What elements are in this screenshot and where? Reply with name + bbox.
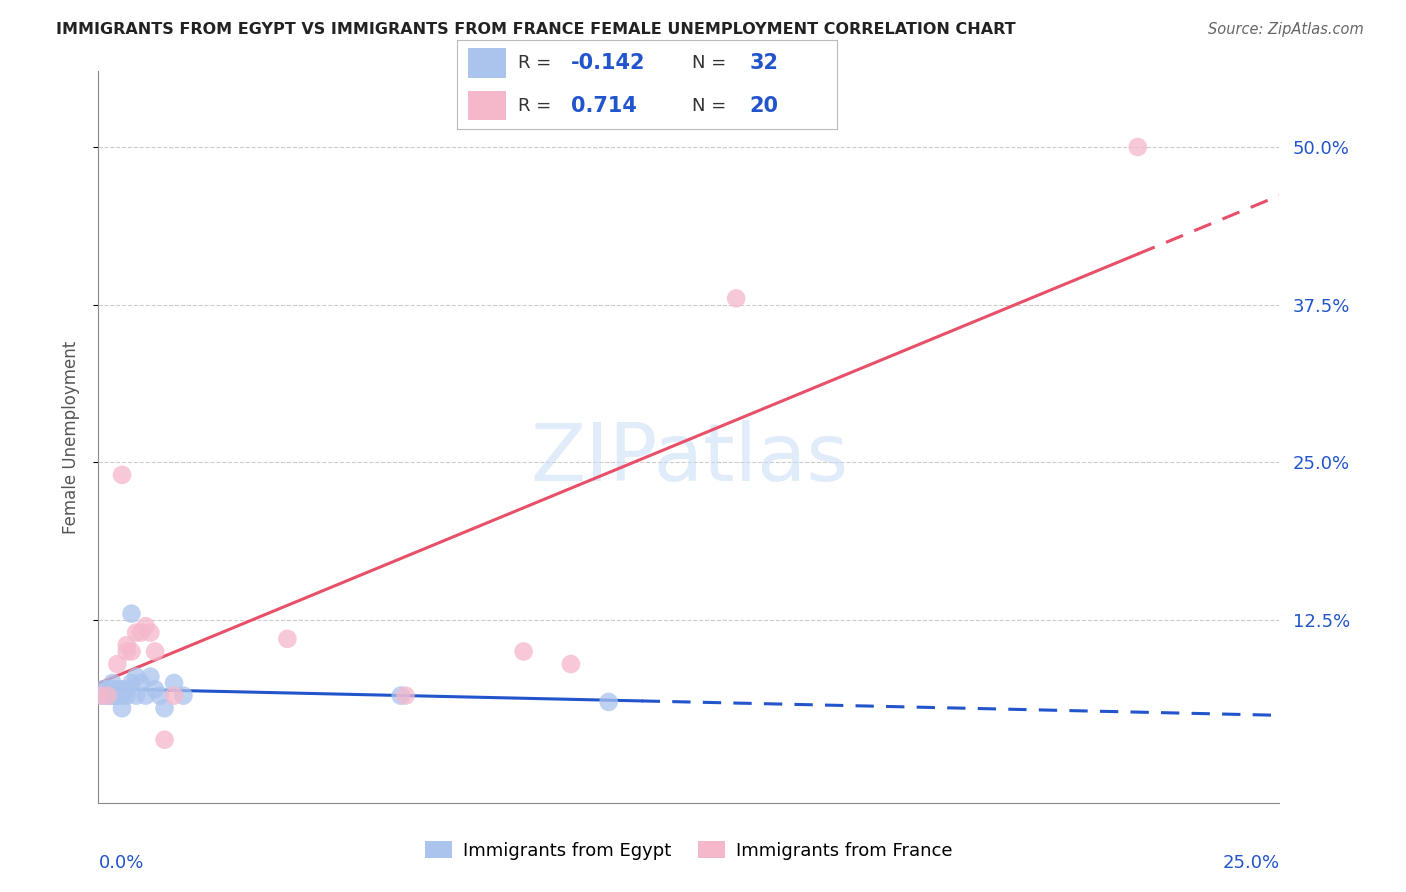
FancyBboxPatch shape	[468, 48, 506, 78]
Point	[115, 638, 138, 652]
Point	[97, 682, 120, 697]
Point	[108, 689, 131, 703]
Point	[101, 682, 124, 697]
Point	[135, 689, 157, 703]
Point	[121, 676, 143, 690]
Text: R =: R =	[517, 96, 562, 115]
Point	[276, 632, 298, 646]
Point	[394, 689, 416, 703]
Point	[598, 695, 620, 709]
Text: ZIPatlas: ZIPatlas	[530, 420, 848, 498]
Point	[149, 689, 172, 703]
Point	[153, 732, 176, 747]
Point	[97, 689, 120, 703]
Point	[90, 689, 112, 703]
Point	[560, 657, 582, 671]
Point	[97, 689, 120, 703]
FancyBboxPatch shape	[468, 91, 506, 120]
Text: R =: R =	[517, 54, 557, 72]
Point	[101, 689, 124, 703]
Text: 25.0%: 25.0%	[1222, 854, 1279, 872]
Point	[101, 676, 124, 690]
Point	[125, 689, 148, 703]
Point	[91, 682, 114, 697]
Point	[139, 625, 162, 640]
Point	[121, 607, 143, 621]
Point	[129, 625, 152, 640]
Point	[143, 644, 166, 658]
Point	[389, 689, 412, 703]
Text: 20: 20	[749, 95, 779, 116]
Point	[139, 670, 162, 684]
Point	[125, 670, 148, 684]
Point	[1126, 140, 1149, 154]
Point	[512, 644, 534, 658]
Point	[105, 689, 128, 703]
Point	[115, 689, 138, 703]
Point	[121, 644, 143, 658]
Point	[115, 682, 138, 697]
Legend: Immigrants from Egypt, Immigrants from France: Immigrants from Egypt, Immigrants from F…	[418, 834, 960, 867]
Point	[111, 701, 134, 715]
Text: N =: N =	[692, 54, 733, 72]
Point	[115, 644, 138, 658]
Point	[143, 682, 166, 697]
Point	[105, 682, 128, 697]
Point	[163, 689, 186, 703]
Point	[125, 625, 148, 640]
Point	[725, 291, 748, 305]
Point	[94, 689, 117, 703]
Text: N =: N =	[692, 96, 733, 115]
Point	[153, 701, 176, 715]
Point	[90, 689, 112, 703]
Text: 0.714: 0.714	[571, 95, 637, 116]
Point	[111, 689, 134, 703]
Point	[129, 676, 152, 690]
Text: 0.0%: 0.0%	[98, 854, 143, 872]
Point	[172, 689, 194, 703]
Text: -0.142: -0.142	[571, 53, 645, 73]
Point	[163, 676, 186, 690]
Text: 32: 32	[749, 53, 779, 73]
Text: IMMIGRANTS FROM EGYPT VS IMMIGRANTS FROM FRANCE FEMALE UNEMPLOYMENT CORRELATION : IMMIGRANTS FROM EGYPT VS IMMIGRANTS FROM…	[56, 22, 1017, 37]
Text: Source: ZipAtlas.com: Source: ZipAtlas.com	[1208, 22, 1364, 37]
Point	[104, 689, 127, 703]
Point	[105, 657, 128, 671]
Point	[135, 619, 157, 633]
Y-axis label: Female Unemployment: Female Unemployment	[62, 341, 80, 533]
Point	[111, 682, 134, 697]
Point	[111, 467, 134, 482]
Point	[98, 689, 121, 703]
